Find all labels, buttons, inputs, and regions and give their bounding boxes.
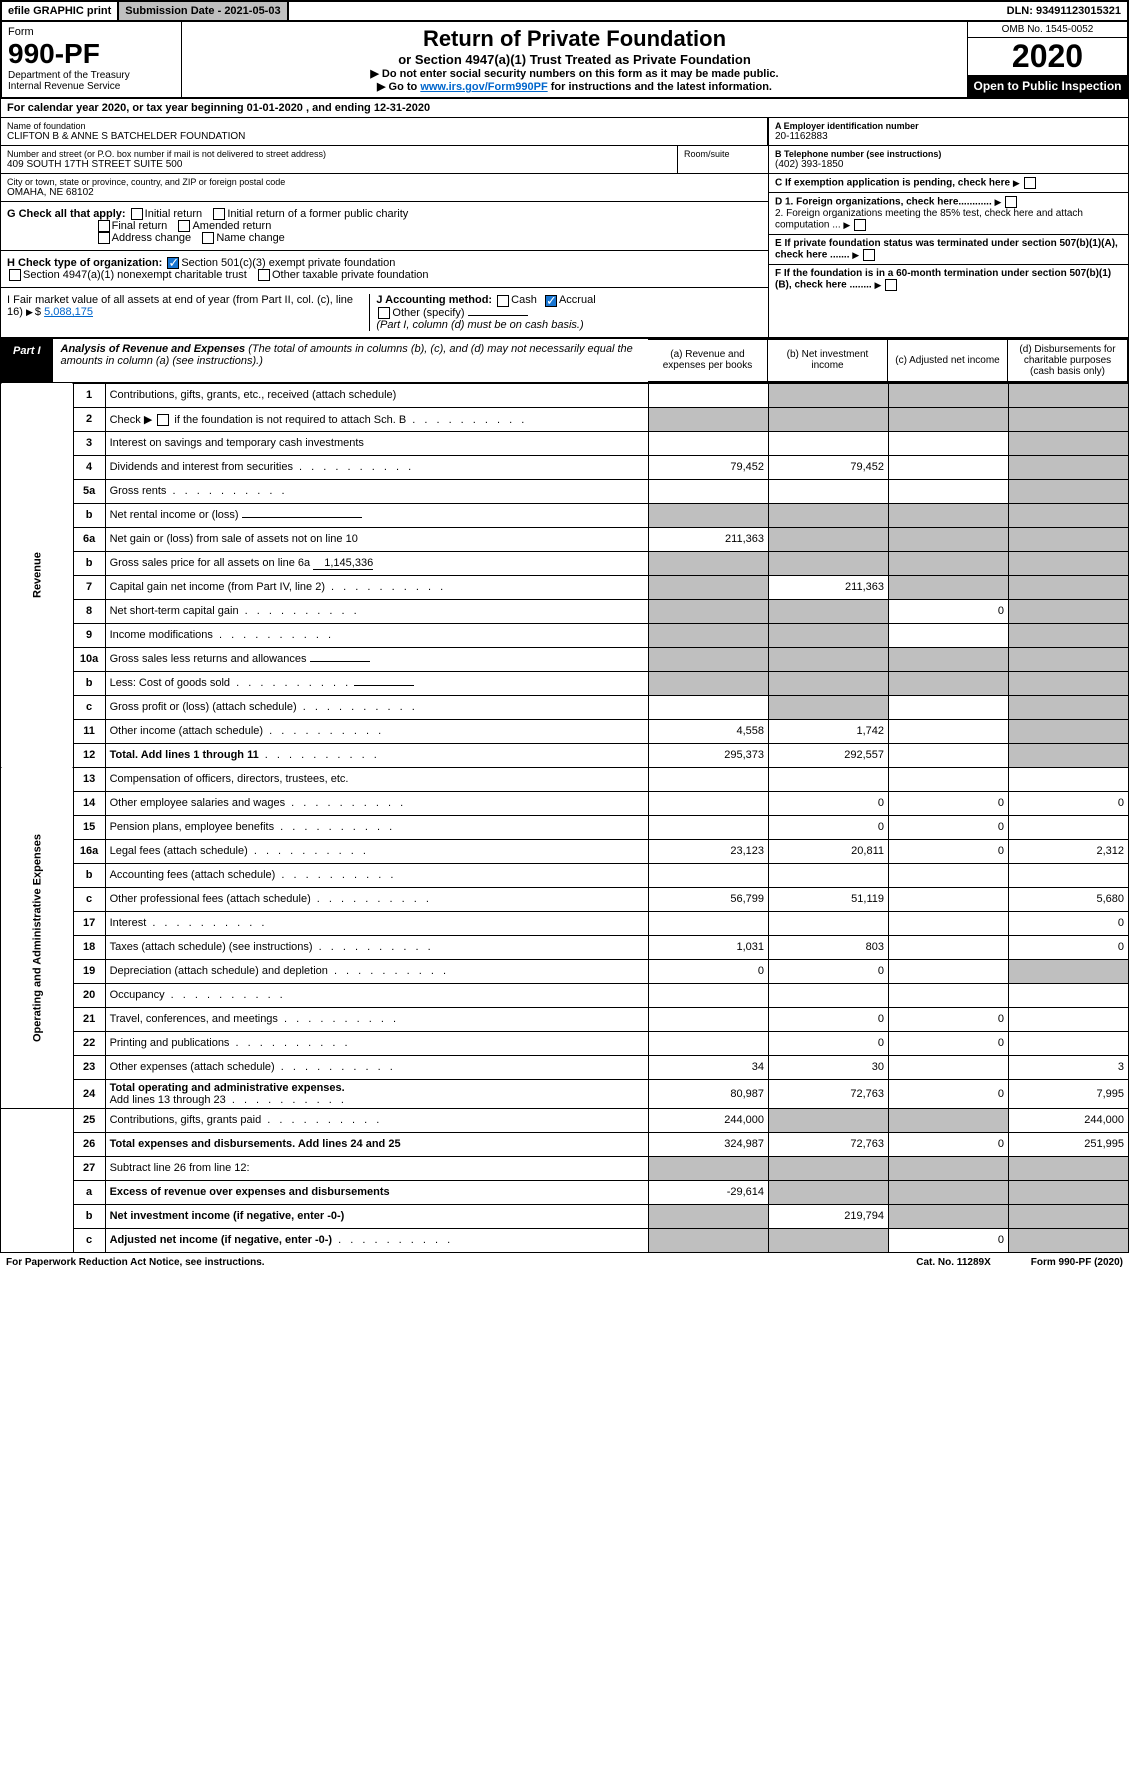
foundation-name: CLIFTON B & ANNE S BATCHELDER FOUNDATION xyxy=(7,131,761,142)
checkbox-f[interactable] xyxy=(885,279,897,291)
checkbox-initial-public[interactable] xyxy=(213,208,225,220)
f-60month: F If the foundation is in a 60-month ter… xyxy=(769,265,1128,294)
room-suite: Room/suite xyxy=(678,146,768,174)
tax-year: 2020 xyxy=(968,38,1127,75)
omb-number: OMB No. 1545-0052 xyxy=(968,22,1127,38)
form-ref: Form 990-PF (2020) xyxy=(1031,1257,1123,1268)
part1-table: Revenue 1Contributions, gifts, grants, e… xyxy=(0,383,1129,1253)
irs-link[interactable]: www.irs.gov/Form990PF xyxy=(420,81,547,93)
ein-cell: A Employer identification number 20-1162… xyxy=(769,118,1128,146)
checkbox-other-taxable[interactable] xyxy=(258,269,270,281)
checkbox-name-change[interactable] xyxy=(202,232,214,244)
fmv-link[interactable]: 5,088,175 xyxy=(44,306,93,318)
calendar-year-bar: For calendar year 2020, or tax year begi… xyxy=(0,99,1129,118)
form-label: Form xyxy=(8,26,175,38)
checkbox-e[interactable] xyxy=(863,249,875,261)
arrow-icon xyxy=(1013,178,1022,189)
year-begin: 01-01-2020 xyxy=(247,102,303,114)
checkbox-addr-change[interactable] xyxy=(98,232,110,244)
year-box: OMB No. 1545-0052 2020 Open to Public In… xyxy=(967,22,1127,97)
ein-value: 20-1162883 xyxy=(775,131,1122,142)
checkbox-initial[interactable] xyxy=(131,208,143,220)
form-number-box: Form 990-PF Department of the Treasury I… xyxy=(2,22,182,97)
open-public: Open to Public Inspection xyxy=(968,75,1127,97)
revenue-side-label: Revenue xyxy=(1,383,74,767)
col-a-header: (a) Revenue and expenses per books xyxy=(648,339,768,382)
goto-note: ▶ Go to www.irs.gov/Form990PF for instru… xyxy=(186,80,963,93)
checkbox-other-method[interactable] xyxy=(378,307,390,319)
checkbox-d1[interactable] xyxy=(1005,196,1017,208)
cat-no: Cat. No. 11289X xyxy=(916,1257,990,1268)
info-section: Name of foundation CLIFTON B & ANNE S BA… xyxy=(0,118,1129,338)
foundation-name-cell: Name of foundation CLIFTON B & ANNE S BA… xyxy=(1,118,768,146)
part1-title: Analysis of Revenue and Expenses (The to… xyxy=(53,339,648,382)
checkbox-501c3[interactable] xyxy=(167,257,179,269)
col-b-header: (b) Net investment income xyxy=(768,339,888,382)
efile-label: efile GRAPHIC print xyxy=(2,2,117,20)
checkbox-accrual[interactable] xyxy=(545,295,557,307)
year-end: 12-31-2020 xyxy=(374,102,430,114)
c-exemption: C If exemption application is pending, c… xyxy=(769,174,1128,193)
part1-tab: Part I xyxy=(1,339,53,382)
form-subtitle: or Section 4947(a)(1) Trust Treated as P… xyxy=(186,52,963,67)
title-box: Return of Private Foundation or Section … xyxy=(182,22,967,97)
d-foreign: D 1. Foreign organizations, check here..… xyxy=(769,193,1128,235)
city-cell: City or town, state or province, country… xyxy=(1,174,768,202)
arrow-icon xyxy=(26,306,35,318)
form-number: 990-PF xyxy=(8,38,175,70)
top-bar: efile GRAPHIC print Submission Date - 20… xyxy=(0,0,1129,22)
telephone-cell: B Telephone number (see instructions) (4… xyxy=(769,146,1128,174)
expenses-side-label: Operating and Administrative Expenses xyxy=(1,767,74,1108)
telephone-value: (402) 393-1850 xyxy=(775,159,1122,170)
checkbox-cash[interactable] xyxy=(497,295,509,307)
address-cell: Number and street (or P.O. box number if… xyxy=(1,146,678,174)
dept-treasury: Department of the Treasury xyxy=(8,70,175,81)
col-d-header: (d) Disbursements for charitable purpose… xyxy=(1008,339,1128,382)
ssn-note: ▶ Do not enter social security numbers o… xyxy=(186,67,963,80)
dln: DLN: 93491123015321 xyxy=(1001,2,1127,20)
street-address: 409 SOUTH 17TH STREET SUITE 500 xyxy=(7,159,671,170)
checkbox-4947[interactable] xyxy=(9,269,21,281)
checkbox-amended[interactable] xyxy=(178,220,190,232)
g-checks: G Check all that apply: Initial return I… xyxy=(1,202,768,251)
e-terminated: E If private foundation status was termi… xyxy=(769,235,1128,265)
checkbox-c[interactable] xyxy=(1024,177,1036,189)
page-footer: For Paperwork Reduction Act Notice, see … xyxy=(0,1253,1129,1272)
submission-date: Submission Date - 2021-05-03 xyxy=(117,2,288,20)
checkbox-schb[interactable] xyxy=(157,414,169,426)
h-checks: H Check type of organization: Section 50… xyxy=(1,251,768,288)
checkbox-final[interactable] xyxy=(98,220,110,232)
ij-row: I Fair market value of all assets at end… xyxy=(1,288,768,336)
checkbox-d2[interactable] xyxy=(854,219,866,231)
part1-header: Part I Analysis of Revenue and Expenses … xyxy=(0,338,1129,383)
irs-label: Internal Revenue Service xyxy=(8,81,175,92)
form-title: Return of Private Foundation xyxy=(186,26,963,52)
paperwork-notice: For Paperwork Reduction Act Notice, see … xyxy=(6,1257,265,1268)
form-header: Form 990-PF Department of the Treasury I… xyxy=(0,22,1129,99)
city-state-zip: OMAHA, NE 68102 xyxy=(7,187,762,198)
col-c-header: (c) Adjusted net income xyxy=(888,339,1008,382)
